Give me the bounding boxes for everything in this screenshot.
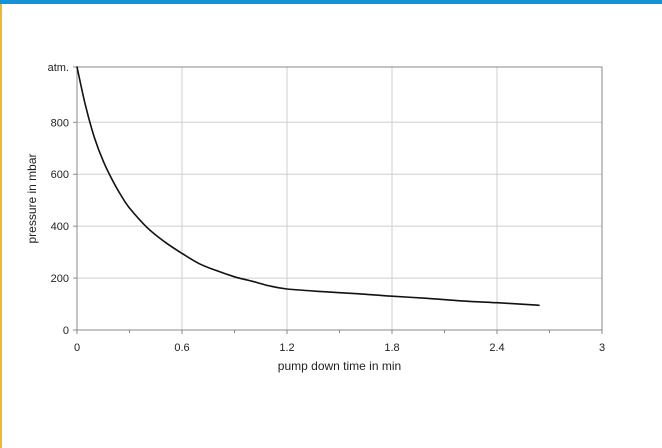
y-tick-label: 200 xyxy=(51,273,69,285)
top-accent-bar xyxy=(0,0,662,4)
y-tick-label: 400 xyxy=(51,221,69,233)
y-tick-label: 0 xyxy=(63,325,69,337)
y-tick-label: 800 xyxy=(51,117,69,129)
x-tick-label: 0.6 xyxy=(174,342,189,354)
y-axis-label: pressure in mbar xyxy=(25,153,39,243)
plot-area-border xyxy=(76,66,603,331)
x-tick-label: 0 xyxy=(74,342,80,354)
y-tick-label: 600 xyxy=(51,169,69,181)
x-tick-label: 3 xyxy=(599,342,605,354)
y-tick-label: atm. xyxy=(48,62,69,74)
axis-ticks xyxy=(73,66,603,334)
left-accent-rule xyxy=(0,4,2,448)
x-tick-label: 1.2 xyxy=(279,342,294,354)
y-tick-labels: 0 200 400 600 800 atm. xyxy=(48,62,69,337)
x-axis-label: pump down time in min xyxy=(278,359,401,373)
x-tick-label: 2.4 xyxy=(489,342,504,354)
x-tick-labels: 0 0.6 1.2 1.8 2.4 3 xyxy=(74,342,605,354)
pressure-curve xyxy=(76,66,540,307)
x-tick-label: 1.8 xyxy=(384,342,399,354)
grid-lines xyxy=(77,67,602,330)
